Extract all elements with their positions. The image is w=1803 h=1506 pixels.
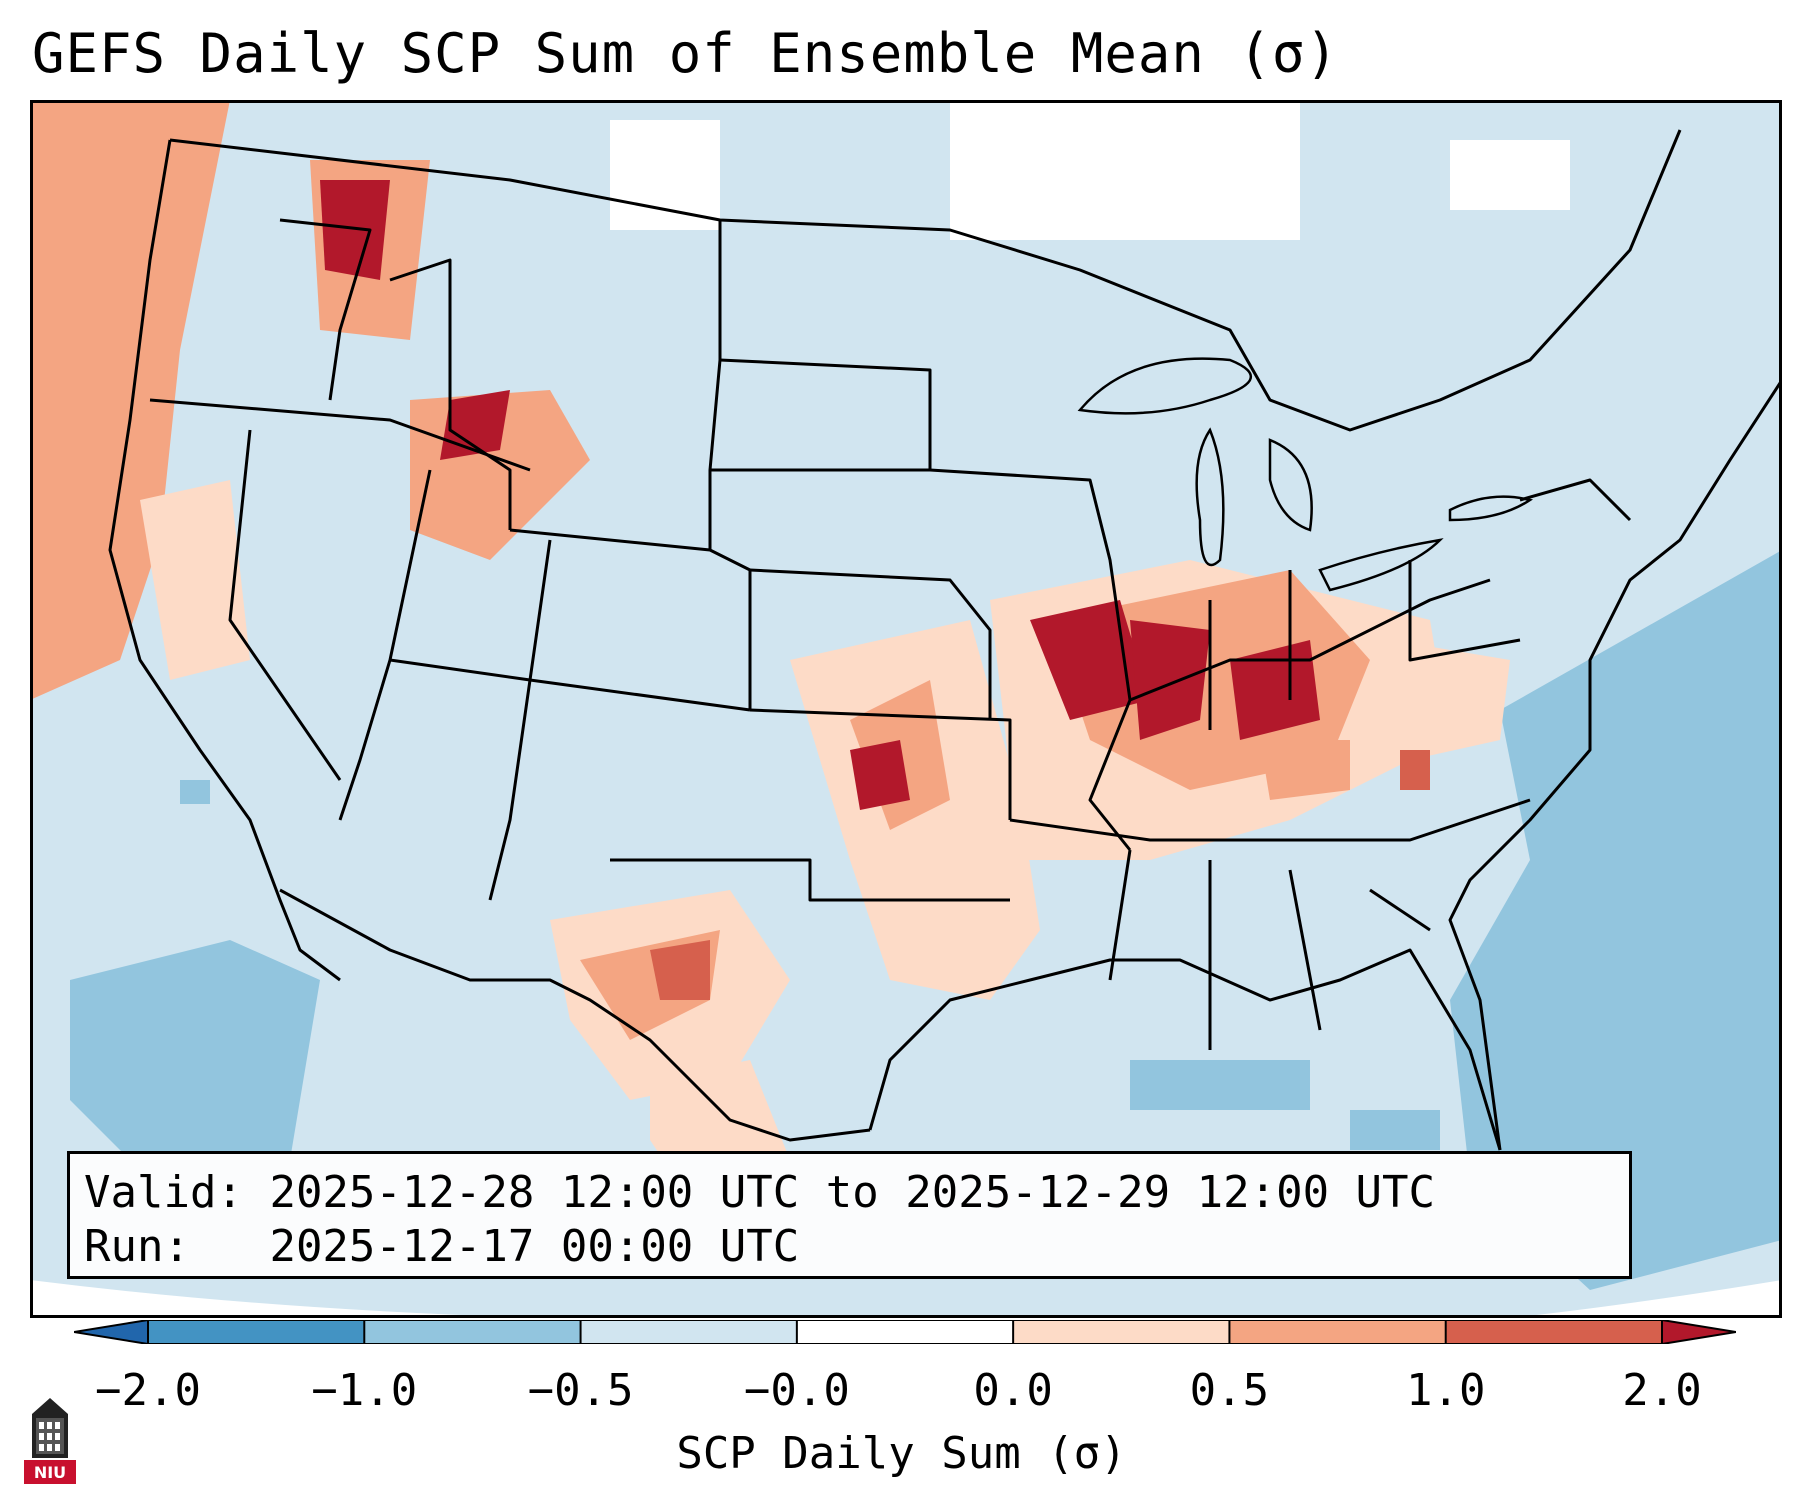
us-canada-border (169, 129, 1682, 432)
lake-huron (1268, 438, 1313, 532)
colorbar-extend-low (74, 1320, 148, 1344)
lake-michigan (1195, 427, 1225, 567)
lake-erie (1318, 538, 1444, 592)
high-anomaly-clusters (320, 180, 1430, 1000)
us-mexico-border (279, 888, 871, 1142)
pacific-coast (108, 139, 341, 982)
colorbar-extend-high (1662, 1320, 1736, 1344)
colorbar-tick-label: −0.5 (527, 1365, 634, 1416)
political-borders (108, 129, 1782, 1151)
valid-label: Valid: (84, 1167, 243, 1218)
run-row: Run: 2025-12-17 00:00 UTC (84, 1220, 1629, 1274)
logo-text: NIU (33, 1463, 67, 1482)
great-lakes (1077, 357, 1534, 592)
colorbar-segment (364, 1320, 582, 1344)
colorbar-segment (1013, 1320, 1230, 1344)
lake-ontario (1448, 495, 1534, 522)
scp-anomaly-map (30, 100, 1782, 1318)
colorbar-segment (580, 1320, 798, 1344)
projection-corner (1510, 1280, 1782, 1318)
no-data-patch (950, 100, 1300, 240)
colorbar-tick-label: 0.0 (973, 1365, 1053, 1416)
niu-logo: NIU (20, 1396, 80, 1486)
info-box: Valid: 2025-12-28 12:00 UTC to 2025-12-2… (67, 1151, 1632, 1279)
negative-anomaly-areas (70, 550, 1782, 1290)
niu-tower-icon (24, 1398, 76, 1484)
no-data-patch (1450, 140, 1570, 210)
colorbar-tick-label: 2.0 (1622, 1365, 1702, 1416)
colorbar (74, 1320, 1736, 1344)
lake-superior (1077, 357, 1253, 415)
map-frame (30, 100, 1782, 1318)
gulf-coast (868, 948, 1502, 1151)
atlantic-coast (1448, 379, 1782, 1151)
colorbar-segment (148, 1320, 365, 1344)
valid-row: Valid: 2025-12-28 12:00 UTC to 2025-12-2… (84, 1166, 1629, 1220)
projection-corner (30, 1280, 910, 1318)
chart-title: GEFS Daily SCP Sum of Ensemble Mean (σ) (32, 22, 1339, 85)
valid-value: 2025-12-28 12:00 UTC to 2025-12-29 12:00… (269, 1167, 1436, 1218)
colorbar-tick-label: −2.0 (95, 1365, 201, 1416)
colorbar-segment (796, 1320, 1014, 1344)
colorbar-segment (1229, 1320, 1447, 1344)
colorbar-label: SCP Daily Sum (σ) (676, 1428, 1127, 1479)
run-value: 2025-12-17 00:00 UTC (269, 1221, 800, 1272)
colorbar-tick-label: −1.0 (311, 1365, 418, 1416)
run-label: Run: (84, 1221, 190, 1272)
colorbar-tick-label: −0.0 (743, 1365, 850, 1416)
colorbar-tick-label: 1.0 (1405, 1365, 1486, 1416)
colorbar-tick-label: 0.5 (1189, 1365, 1270, 1416)
colorbar-segment (1445, 1320, 1663, 1344)
no-data-patch (610, 120, 720, 230)
